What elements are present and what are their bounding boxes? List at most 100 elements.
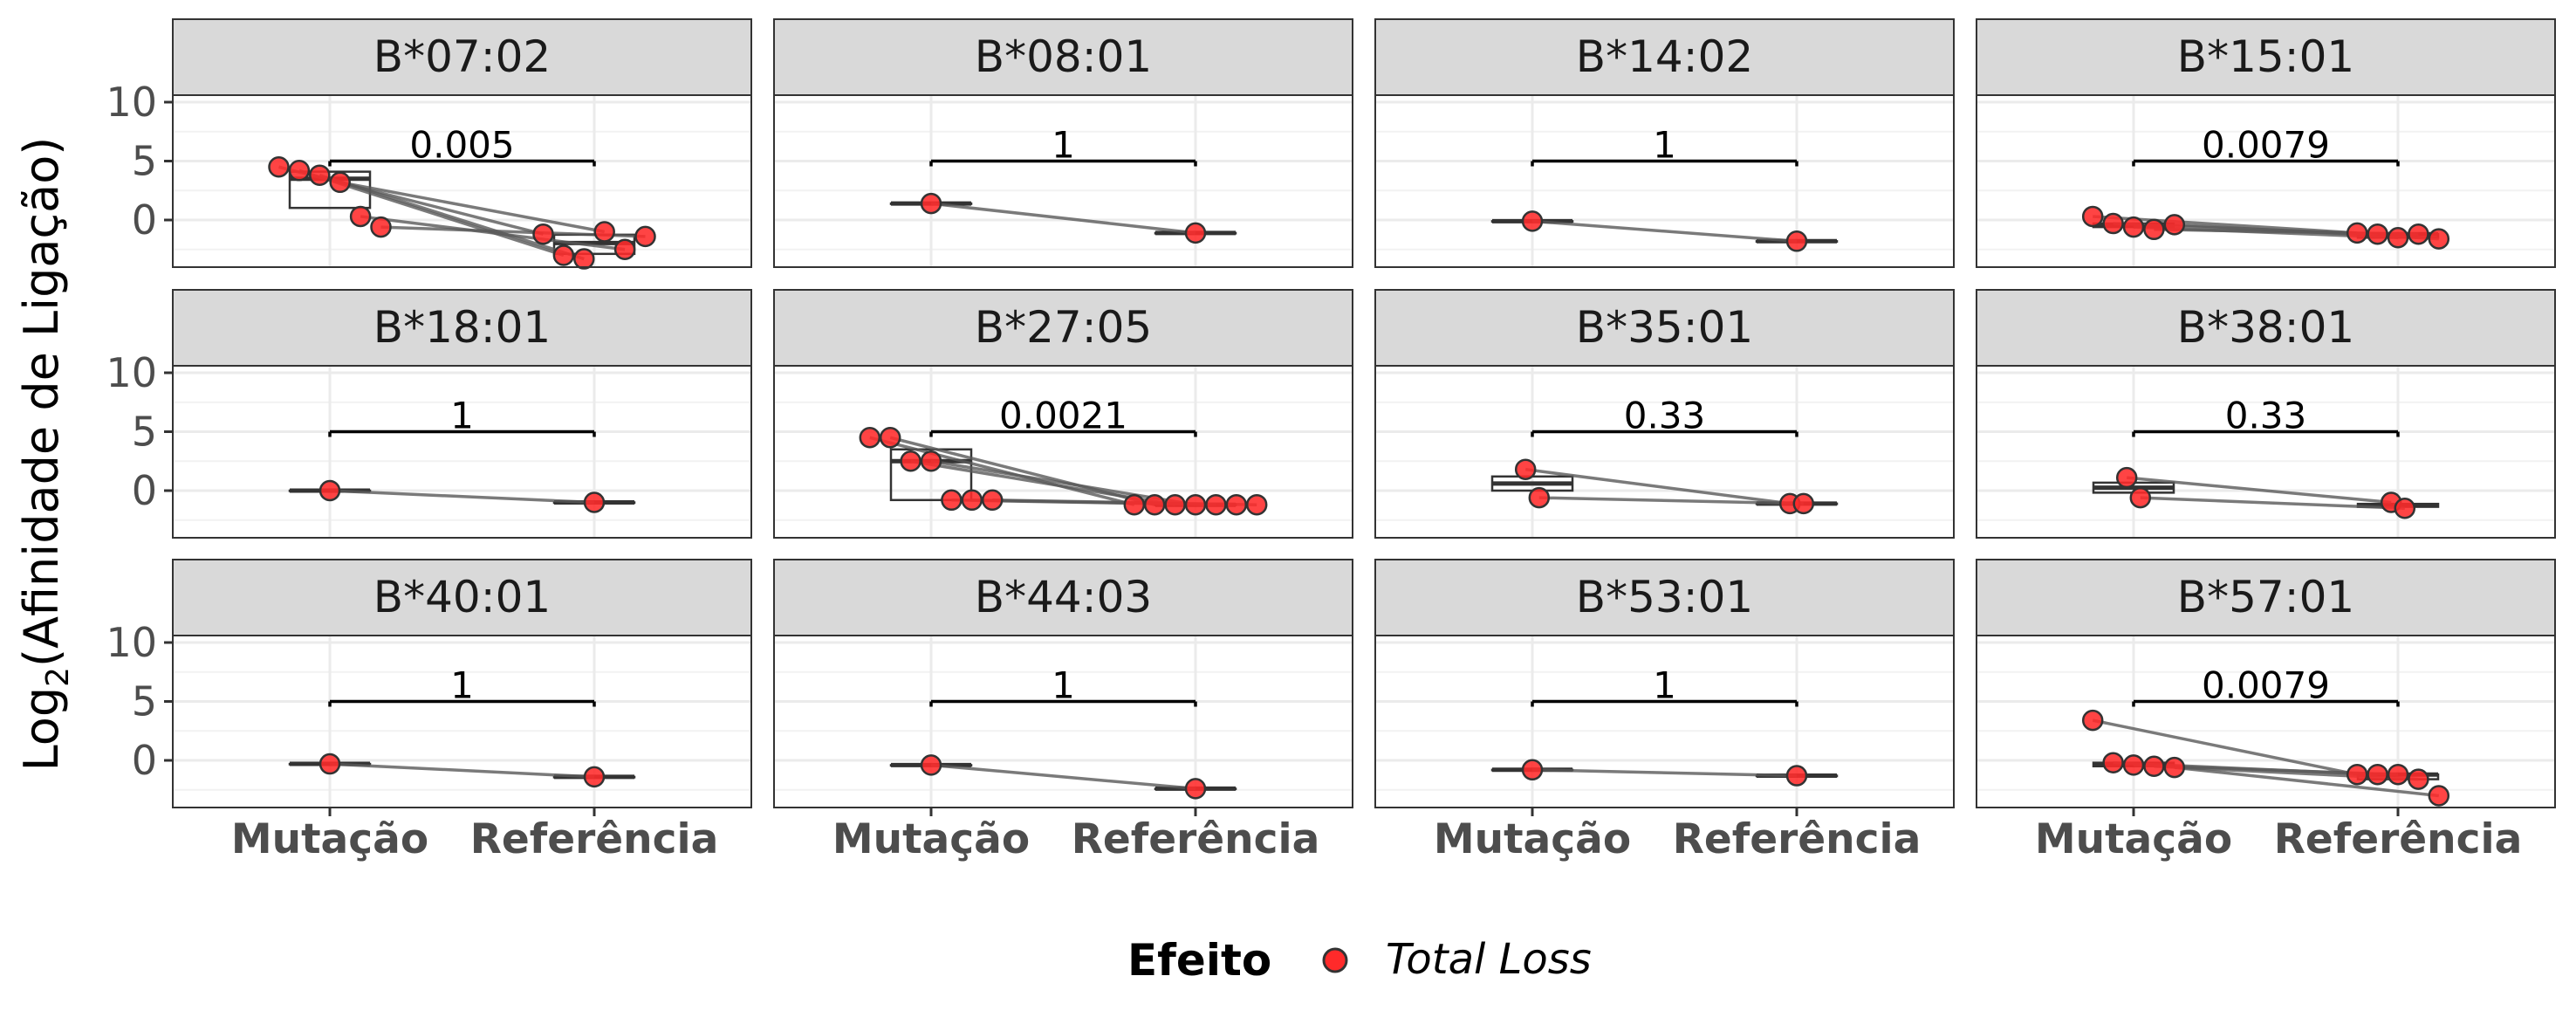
facet-strip-label: B*15:01 (2177, 31, 2354, 82)
p-value-label: 1 (1653, 124, 1676, 167)
y-tick-label: 5 (132, 678, 157, 725)
y-tick-label: 10 (106, 349, 157, 396)
plot-panel (774, 366, 1353, 538)
point-mutacao (1521, 759, 1544, 781)
facet-strip-label: B*53:01 (1576, 572, 1753, 622)
plot-panel (173, 366, 751, 538)
pair-line (2127, 476, 2392, 505)
x-tick-label: Mutação (1434, 815, 1631, 863)
y-tick-label: 10 (106, 79, 157, 126)
plot-panel (1977, 366, 2555, 538)
point-referencia (2387, 227, 2409, 249)
facet-strip (1976, 18, 2556, 96)
point-referencia (2428, 785, 2450, 807)
panel-border (172, 635, 752, 808)
plot-panel (774, 95, 1353, 267)
facet-strip (1374, 559, 1955, 636)
pair-line (869, 436, 1135, 506)
point-referencia (1184, 778, 1207, 800)
point-mutacao (859, 427, 881, 449)
point-mutacao (2102, 212, 2124, 235)
y-tick-label: 5 (132, 409, 157, 456)
y-tick-label: 0 (132, 196, 157, 244)
point-referencia (1143, 493, 1166, 516)
panel-border (1976, 635, 2556, 808)
point-referencia (1205, 493, 1227, 516)
panel-border (1374, 94, 1955, 268)
plot-panel (1375, 366, 1954, 538)
panel-border (172, 94, 752, 268)
point-referencia (1785, 230, 1808, 252)
point-mutacao (268, 156, 290, 178)
facet-strip-label: B*35:01 (1576, 302, 1753, 353)
point-mutacao (941, 489, 963, 512)
point-referencia (593, 221, 615, 243)
point-referencia (613, 238, 636, 260)
point-mutacao (2143, 218, 2165, 241)
facet-b2705: B*27:05 0.0021 (773, 289, 1353, 539)
point-mutacao (2102, 752, 2124, 773)
point-referencia (2367, 223, 2388, 245)
facet-strip (172, 559, 752, 636)
point-mutacao (329, 171, 351, 194)
point-referencia (1123, 493, 1146, 516)
y-tick-label: 0 (132, 737, 157, 784)
pair-line (329, 762, 595, 779)
point-referencia (2367, 763, 2388, 786)
p-value-label: 0.0079 (2202, 124, 2330, 167)
facet-strip-label: B*08:01 (975, 31, 1152, 82)
point-referencia (2346, 763, 2368, 786)
legend-title: Efeito (1127, 935, 1271, 986)
point-mutacao (900, 450, 921, 472)
point-mutacao (2163, 214, 2186, 236)
plot-panel (173, 636, 751, 808)
point-mutacao (2115, 466, 2138, 489)
facet-strip-label: B*18:01 (373, 302, 551, 353)
x-tick-label: Mutação (231, 815, 428, 863)
point-mutacao (319, 479, 341, 502)
p-value-label: 0.005 (409, 124, 514, 167)
plot-panel (1375, 636, 1954, 808)
point-referencia (1225, 493, 1248, 516)
pair-line (329, 489, 595, 505)
point-mutacao (349, 205, 372, 228)
facet-strip (1976, 559, 2556, 636)
point-referencia (1245, 493, 1268, 516)
panel-border (1374, 635, 1955, 808)
panel-border (773, 94, 1353, 268)
p-value-label: 0.33 (2225, 395, 2307, 437)
facet-strip-label: B*38:01 (2177, 302, 2354, 353)
p-value-label: 1 (450, 664, 474, 707)
pair-line (319, 174, 585, 261)
facet-strip-label: B*44:03 (975, 572, 1152, 622)
point-referencia (552, 244, 575, 266)
panel-border (1976, 365, 2556, 539)
panel-border (172, 365, 752, 539)
facet-panels: B*07:020.0050510B*08:011B*14:021B*15:010… (106, 18, 2556, 808)
point-mutacao (879, 427, 901, 449)
x-tick-label: Referência (1673, 815, 1922, 863)
point-referencia (532, 223, 554, 245)
point-mutacao (920, 754, 942, 776)
legend-label: Total Loss (1386, 935, 1592, 984)
facet-strip-label: B*27:05 (975, 302, 1152, 353)
y-axis-label: Log2(Afinidade de Ligação) (14, 137, 76, 772)
facet-b1402: B*14:02 1 (1374, 18, 1955, 268)
point-referencia (2394, 498, 2416, 519)
facet-strip-label: B*40:01 (373, 572, 551, 622)
p-value-label: 0.0079 (2202, 664, 2330, 707)
legend: Efeito Total Loss (1127, 935, 1592, 986)
point-mutacao (1521, 210, 1544, 232)
point-referencia (2408, 223, 2429, 245)
p-value-label: 0.0021 (999, 395, 1127, 437)
pair-line (930, 202, 1196, 235)
point-mutacao (2122, 754, 2145, 776)
point-referencia (1184, 493, 1207, 516)
point-mutacao (288, 160, 311, 182)
plot-panel (1977, 95, 2555, 267)
point-referencia (2428, 228, 2450, 250)
pair-line (360, 215, 626, 251)
facet-b3801: B*38:01 0.33 (1976, 289, 2556, 539)
